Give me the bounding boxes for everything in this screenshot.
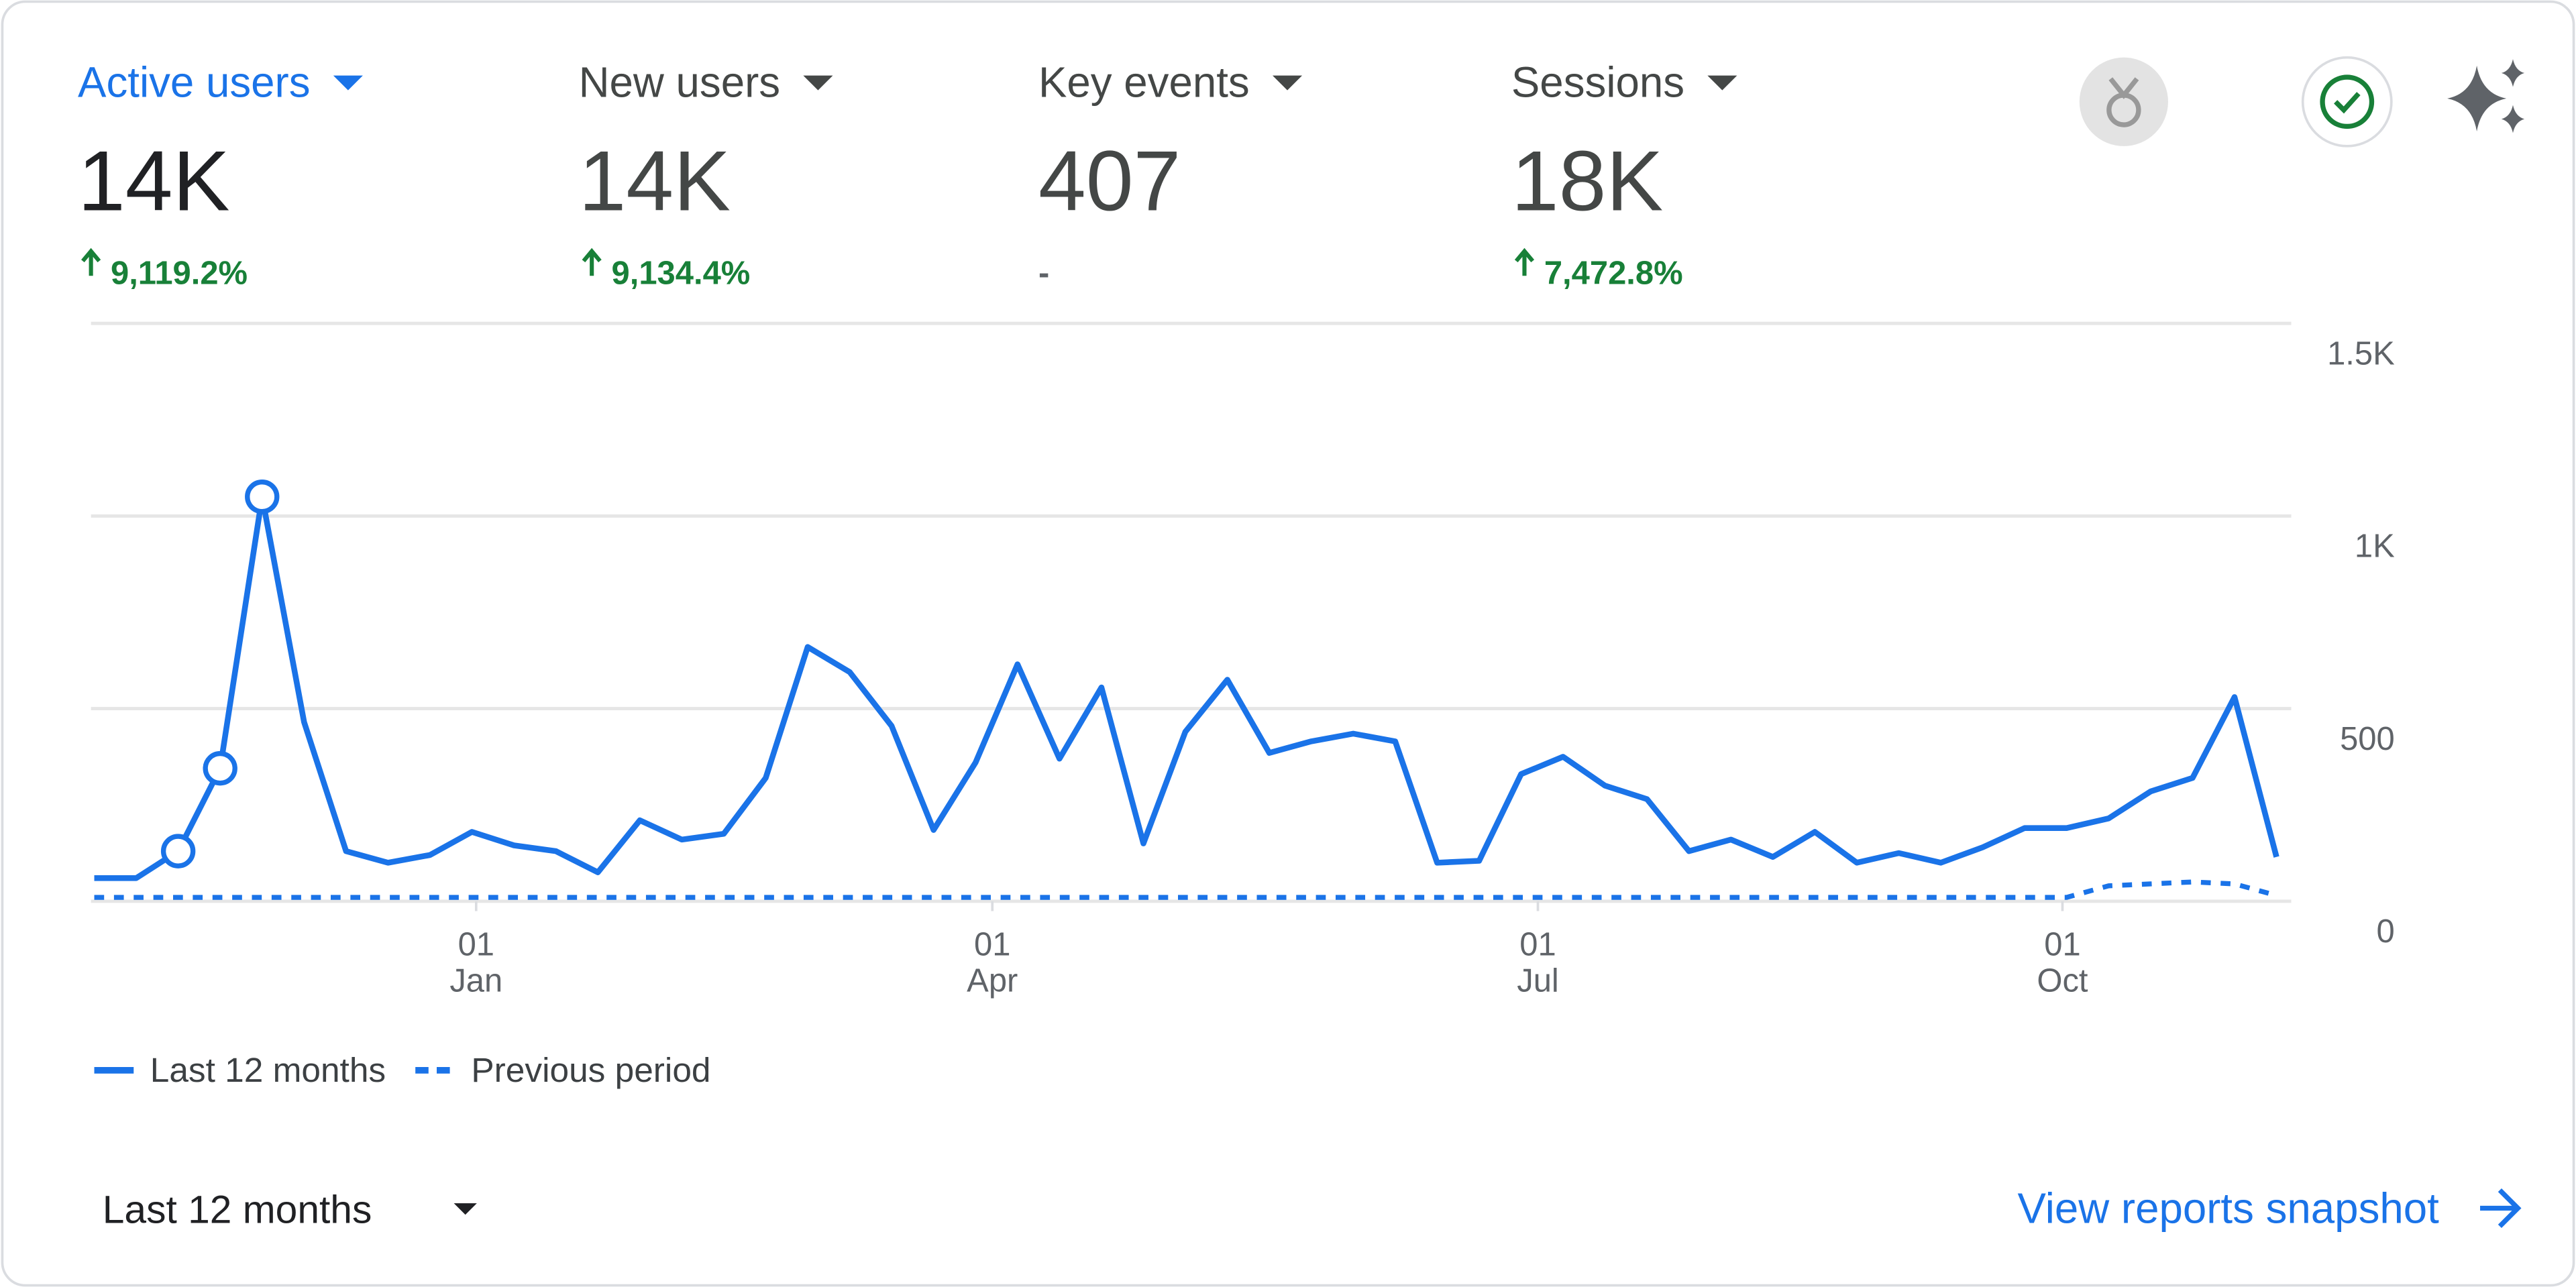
metric-value: 14K	[78, 133, 229, 228]
metric-tab[interactable]: New users 14K 9,134.4%	[579, 58, 833, 291]
up-arrow	[582, 247, 602, 276]
dropdown-arrow[interactable]	[333, 75, 363, 91]
metric-label[interactable]: Active users	[78, 58, 311, 106]
metric-change: 9,119.2%	[111, 255, 248, 291]
x-tick-sublabel: Jan	[449, 962, 502, 999]
metric-label[interactable]: Sessions	[1511, 58, 1684, 106]
y-tick-label: 1K	[2355, 528, 2395, 565]
legend-label[interactable]: Previous period	[471, 1050, 710, 1089]
up-arrow	[1514, 247, 1535, 276]
metric-tab[interactable]: Active users 14K 9,119.2%	[78, 58, 363, 291]
x-tick-label: 01	[458, 927, 494, 963]
y-tick-label: 1.5K	[2327, 335, 2395, 372]
metric-label[interactable]: New users	[579, 58, 781, 106]
metric-change: 9,134.4%	[612, 255, 751, 291]
x-tick-label: 01	[1519, 927, 1556, 963]
metric-tab[interactable]: Sessions 18K 7,472.8%	[1511, 58, 1737, 291]
x-tick-sublabel: Oct	[2037, 962, 2088, 999]
metric-value: 407	[1038, 133, 1181, 228]
range-label[interactable]: Last 12 months	[103, 1188, 372, 1232]
x-tick-label: 01	[974, 927, 1010, 963]
metric-value: 14K	[579, 133, 731, 228]
dropdown-arrow[interactable]	[1272, 75, 1303, 91]
dropdown-arrow[interactable]	[803, 75, 833, 91]
x-tick-sublabel: Apr	[967, 962, 1018, 999]
legend-item[interactable]: Previous period	[415, 1050, 710, 1089]
check-icon[interactable]	[2301, 56, 2393, 148]
hover-point[interactable]	[203, 750, 237, 786]
legend-item[interactable]: Last 12 months	[94, 1050, 386, 1089]
sparkle-icon[interactable]	[2447, 59, 2525, 133]
x-tick-label: 01	[2044, 927, 2080, 963]
x-tick-sublabel: Jul	[1517, 962, 1559, 999]
range-selector[interactable]: Last 12 months	[103, 1188, 477, 1232]
hover-point[interactable]	[160, 834, 196, 869]
y-tick-label: 0	[2377, 913, 2395, 950]
metric-label[interactable]: Key events	[1038, 58, 1250, 106]
legend-label[interactable]: Last 12 months	[150, 1050, 386, 1089]
series-line	[94, 494, 2279, 881]
metric-change: 7,472.8%	[1544, 255, 1683, 291]
metric-tab[interactable]: Key events 407 -	[1038, 58, 1303, 291]
view-reports-link[interactable]: View reports snapshot	[2017, 1185, 2439, 1233]
dropdown-arrow[interactable]	[1707, 75, 1737, 91]
hover-point[interactable]	[245, 479, 280, 514]
up-arrow	[81, 247, 101, 276]
metric-change: -	[1038, 255, 1049, 291]
metric-value: 18K	[1511, 133, 1663, 228]
badge-icon[interactable]	[2079, 57, 2168, 146]
series-line	[94, 879, 2277, 900]
reports-link[interactable]: View reports snapshot	[2017, 1185, 2522, 1233]
y-tick-label: 500	[2340, 721, 2395, 757]
